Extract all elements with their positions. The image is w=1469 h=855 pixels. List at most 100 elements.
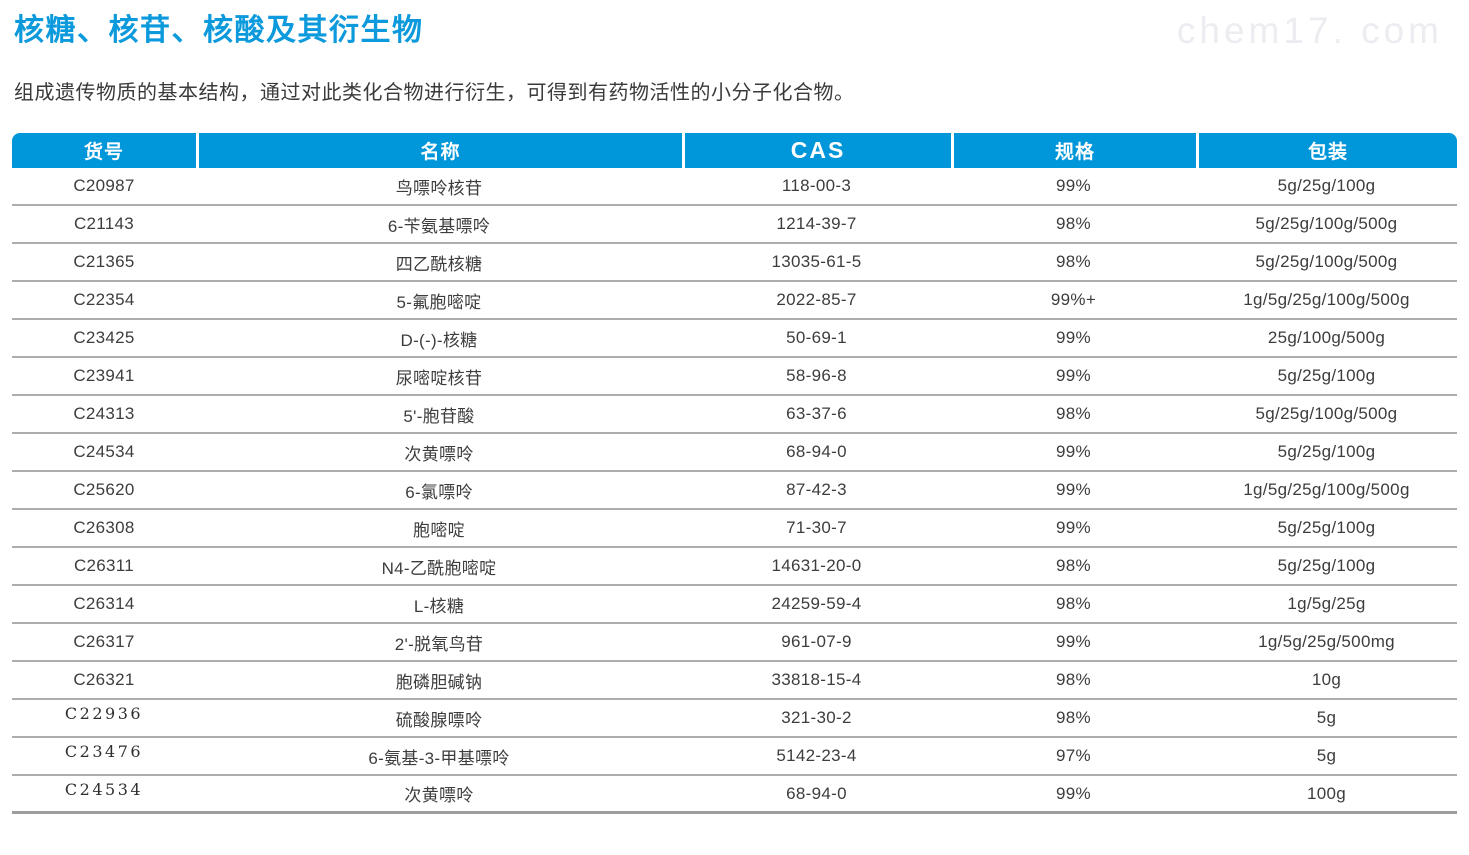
table-body: C20987 鸟嘌呤核苷 118-00-3 99% 5g/25g/100g C21143 6… (12, 168, 1457, 814)
cell-purity: 98% (951, 206, 1196, 244)
cell-package: 100g (1196, 776, 1457, 814)
table-header-row: 货号 名称 CAS 规格 包装 (12, 133, 1457, 168)
cell-purity: 98% (951, 396, 1196, 434)
cell-purity: 99% (951, 320, 1196, 358)
cell-code: C26311 (12, 548, 196, 586)
cell-purity: 99% (951, 472, 1196, 510)
cell-package: 5g/25g/100g/500g (1196, 206, 1457, 244)
cell-package: 5g/25g/100g/500g (1196, 396, 1457, 434)
column-header-code: 货号 (12, 133, 196, 168)
cell-cas: 63-37-6 (682, 396, 951, 434)
cell-package: 1g/5g/25g/100g/500g (1196, 472, 1457, 510)
page-title: 核糖、核苷、核酸及其衍生物 (14, 14, 424, 47)
table-row: C21143 6-苄氨基嘌呤 1214-39-7 98% 5g/25g/100g/500… (12, 206, 1457, 244)
table-row: C26321 胞磷胆碱钠 33818-15-4 98% 10g (12, 662, 1457, 700)
table-row: C26314 L-核糖 24259-59-4 98% 1g/5g/25g (12, 586, 1457, 624)
cell-purity: 98% (951, 662, 1196, 700)
cell-name: 鸟嘌呤核苷 (196, 168, 682, 206)
cell-purity: 97% (951, 738, 1196, 776)
cell-code: C20987 (12, 168, 196, 206)
cell-cas: 14631-20-0 (682, 548, 951, 586)
cell-cas: 33818-15-4 (682, 662, 951, 700)
cell-purity: 98% (951, 700, 1196, 738)
cell-cas: 68-94-0 (682, 434, 951, 472)
column-header-package: 包装 (1196, 133, 1457, 168)
cell-code: C26321 (12, 662, 196, 700)
table-row: C21365 四乙酰核糖 13035-61-5 98% 5g/25g/100g/500g (12, 244, 1457, 282)
cell-name: 四乙酰核糖 (196, 244, 682, 282)
table-row: C23476 6-氨基-3-甲基嘌呤 5142-23-4 97% 5g (12, 738, 1457, 776)
cell-name: D-(-)-核糖 (196, 320, 682, 358)
cell-code: C26317 (12, 624, 196, 662)
cell-code: C26308 (12, 510, 196, 548)
cell-purity: 98% (951, 244, 1196, 282)
cell-name: 2'-脱氧鸟苷 (196, 624, 682, 662)
column-header-name: 名称 (196, 133, 682, 168)
table-row: C26311 N4-乙酰胞嘧啶 14631-20-0 98% 5g/25g/100g (12, 548, 1457, 586)
cell-code: C26314 (12, 586, 196, 624)
cell-purity: 99% (951, 624, 1196, 662)
table-row: C24534 次黄嘌呤 68-94-0 99% 5g/25g/100g (12, 434, 1457, 472)
cell-cas: 24259-59-4 (682, 586, 951, 624)
cell-cas: 1214-39-7 (682, 206, 951, 244)
cell-code: C21143 (12, 206, 196, 244)
cell-name: N4-乙酰胞嘧啶 (196, 548, 682, 586)
table-row: C25620 6-氯嘌呤 87-42-3 99% 1g/5g/25g/100g/500g (12, 472, 1457, 510)
cell-name: 次黄嘌呤 (196, 434, 682, 472)
table-row: C24534 次黄嘌呤 68-94-0 99% 100g (12, 776, 1457, 814)
cell-cas: 5142-23-4 (682, 738, 951, 776)
cell-cas: 961-07-9 (682, 624, 951, 662)
column-header-purity: 规格 (951, 133, 1196, 168)
cell-cas: 58-96-8 (682, 358, 951, 396)
cell-code: C23941 (12, 358, 196, 396)
cell-package: 1g/5g/25g (1196, 586, 1457, 624)
cell-code: C23425 (12, 320, 196, 358)
cell-name: 5-氟胞嘧啶 (196, 282, 682, 320)
page-subtitle: 组成遗传物质的基本结构，通过对此类化合物进行衍生，可得到有药物活性的小分子化合物… (14, 82, 855, 104)
cell-cas: 71-30-7 (682, 510, 951, 548)
cell-package: 5g/25g/100g (1196, 548, 1457, 586)
cell-package: 1g/5g/25g/500mg (1196, 624, 1457, 662)
table-row: C26317 2'-脱氧鸟苷 961-07-9 99% 1g/5g/25g/500mg (12, 624, 1457, 662)
cell-code: C21365 (12, 244, 196, 282)
cell-code: C22354 (12, 282, 196, 320)
cell-cas: 118-00-3 (682, 168, 951, 206)
cell-name: 6-氨基-3-甲基嘌呤 (196, 738, 682, 776)
table-header: 货号 名称 CAS 规格 包装 (12, 133, 1457, 168)
cell-package: 5g/25g/100g (1196, 510, 1457, 548)
cell-code: C23476 (12, 738, 196, 776)
cell-package: 10g (1196, 662, 1457, 700)
cell-package: 5g/25g/100g (1196, 358, 1457, 396)
column-header-cas: CAS (682, 133, 951, 168)
cell-name: 5'-胞苷酸 (196, 396, 682, 434)
cell-package: 5g/25g/100g (1196, 168, 1457, 206)
cell-cas: 50-69-1 (682, 320, 951, 358)
cell-code: C24534 (12, 434, 196, 472)
cell-purity: 98% (951, 548, 1196, 586)
table-row: C20987 鸟嘌呤核苷 118-00-3 99% 5g/25g/100g (12, 168, 1457, 206)
cell-purity: 99%+ (951, 282, 1196, 320)
cell-purity: 99% (951, 358, 1196, 396)
cell-name: 胞磷胆碱钠 (196, 662, 682, 700)
cell-cas: 2022-85-7 (682, 282, 951, 320)
cell-package: 25g/100g/500g (1196, 320, 1457, 358)
cell-cas: 87-42-3 (682, 472, 951, 510)
cell-cas: 13035-61-5 (682, 244, 951, 282)
table-row: C22354 5-氟胞嘧啶 2022-85-7 99%+ 1g/5g/25g/100g/… (12, 282, 1457, 320)
product-table: 货号 名称 CAS 规格 包装 C20987 鸟嘌呤核苷 118-00-3 99% 5g/25g… (12, 133, 1457, 814)
watermark-text: chem17. com (1176, 10, 1443, 51)
cell-name: 6-苄氨基嘌呤 (196, 206, 682, 244)
cell-code: C22936 (12, 700, 196, 738)
table-row: C24313 5'-胞苷酸 63-37-6 98% 5g/25g/100g/500g (12, 396, 1457, 434)
cell-code: C25620 (12, 472, 196, 510)
cell-name: L-核糖 (196, 586, 682, 624)
cell-purity: 99% (951, 776, 1196, 814)
cell-package: 5g (1196, 700, 1457, 738)
cell-name: 次黄嘌呤 (196, 776, 682, 814)
table-row: C23425 D-(-)-核糖 50-69-1 99% 25g/100g/500g (12, 320, 1457, 358)
cell-purity: 99% (951, 168, 1196, 206)
cell-package: 5g/25g/100g/500g (1196, 244, 1457, 282)
cell-name: 胞嘧啶 (196, 510, 682, 548)
table-row: C22936 硫酸腺嘌呤 321-30-2 98% 5g (12, 700, 1457, 738)
